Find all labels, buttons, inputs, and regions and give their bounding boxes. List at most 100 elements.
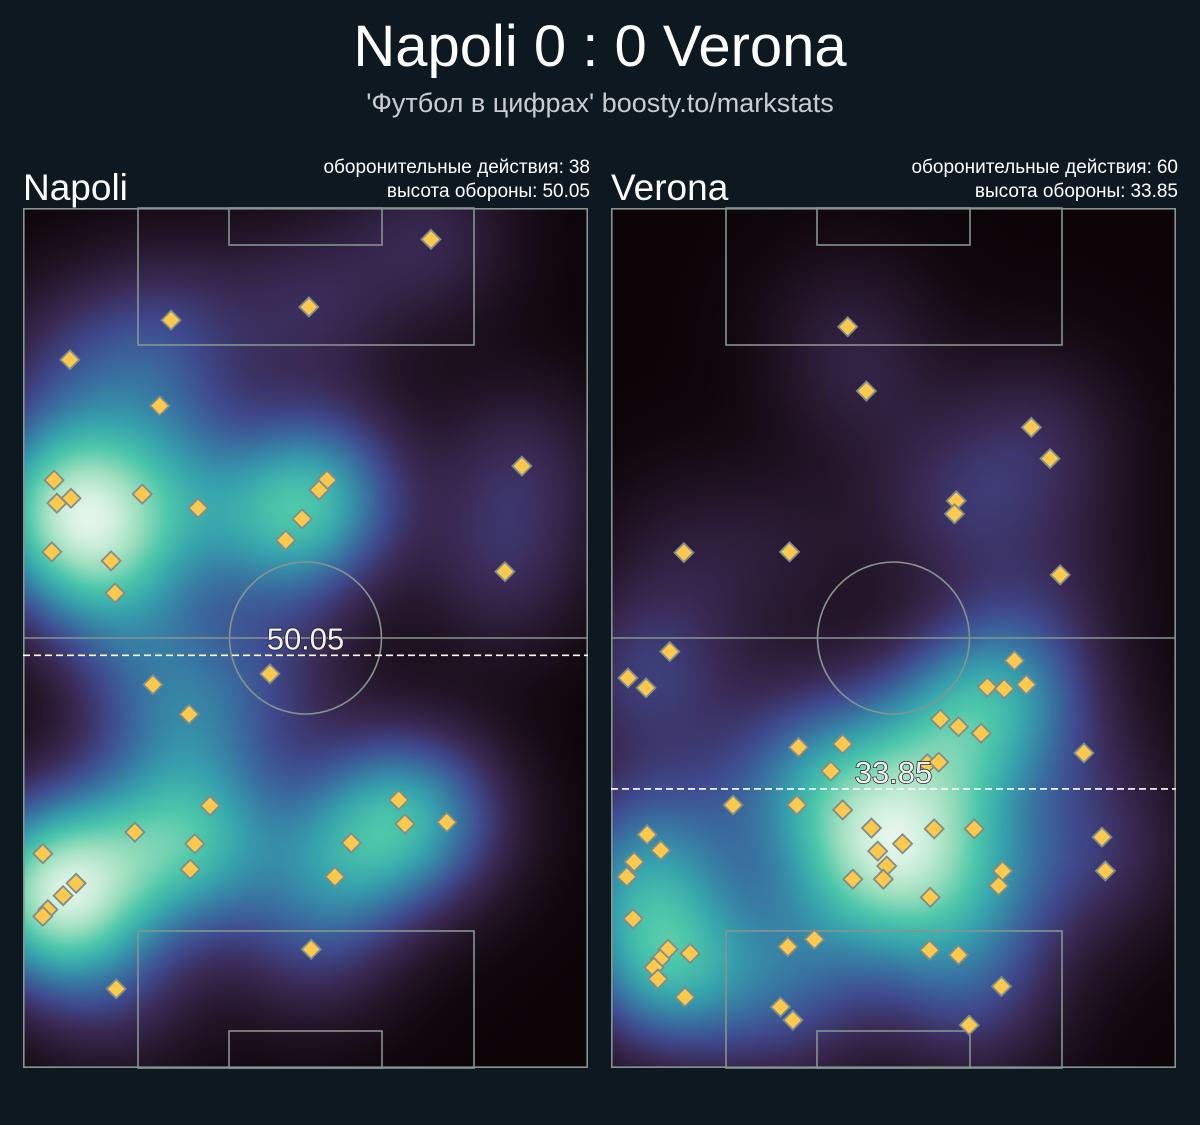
pitch-napoli: 50.05 xyxy=(23,207,589,1069)
defensive-action-marker xyxy=(842,868,864,890)
center-circle xyxy=(228,561,383,715)
defensive-action-marker xyxy=(324,865,346,888)
defensive-action-marker xyxy=(990,975,1013,998)
defensive-action-marker xyxy=(494,560,516,583)
stat-label: оборонительные действия: xyxy=(911,157,1152,178)
defensive-action-marker xyxy=(872,868,895,890)
center-circle xyxy=(816,561,971,715)
defensive-action-marker xyxy=(160,309,182,331)
defensive-action-marker xyxy=(32,842,54,865)
defensive-action-marker xyxy=(787,736,810,759)
pitch-verona: 33.85 xyxy=(611,207,1177,1069)
stat-value: 50.05 xyxy=(542,181,590,202)
defensive-action-marker xyxy=(1091,826,1113,848)
defensive-action-marker xyxy=(43,469,65,491)
defensive-action-marker xyxy=(131,483,153,505)
defensive-action-marker xyxy=(59,348,81,371)
defensive-action-marker xyxy=(387,789,410,811)
defensive-action-marker xyxy=(987,875,1010,897)
defensive-action-marker xyxy=(178,703,200,726)
defensive-action-marker xyxy=(616,865,638,888)
defensive-action-marker xyxy=(976,676,999,698)
defensive-action-marker xyxy=(308,479,330,501)
defensive-action-marker xyxy=(831,733,854,755)
stat-value: 60 xyxy=(1156,157,1178,178)
defensive-action-marker xyxy=(617,667,639,689)
defensive-action-marker xyxy=(782,1009,804,1031)
defensive-action-marker xyxy=(649,839,672,862)
defensive-action-marker xyxy=(927,751,950,773)
defensive-action-marker xyxy=(891,832,914,855)
defensive-action-marker xyxy=(41,541,63,563)
defensive-action-marker xyxy=(820,760,842,782)
panel-napoli: Napoli оборонительные действия: 38 высота… xyxy=(23,150,590,1070)
defensive-action-marker xyxy=(105,978,127,1000)
defensive-action-marker xyxy=(947,944,970,966)
defensive-action-marker xyxy=(958,1014,980,1036)
defensive-action-marker xyxy=(636,823,658,846)
defensive-action-marker xyxy=(511,455,533,477)
defensive-action-marker xyxy=(993,677,1016,700)
defensive-action-marker xyxy=(722,794,744,816)
defensive-action-marker xyxy=(836,315,859,338)
defensive-action-marker xyxy=(918,939,941,961)
stat-value: 33.85 xyxy=(1130,181,1178,202)
defensive-action-marker xyxy=(1020,416,1043,439)
defensive-action-marker xyxy=(1073,742,1095,764)
defensive-action-marker xyxy=(970,722,992,745)
panel-verona: Verona оборонительные действия: 60 высота… xyxy=(611,150,1178,1070)
team-stats: оборонительные действия: 60 высота оборон… xyxy=(911,156,1178,204)
penalty-box-top xyxy=(725,207,1063,346)
defensive-actions-stat: оборонительные действия: 60 xyxy=(911,156,1178,180)
defense-height-label: 50.05 xyxy=(267,621,345,656)
defense-height-stat: высота обороны: 33.85 xyxy=(911,180,1178,204)
defensive-action-marker xyxy=(52,884,74,907)
defense-height-label: 33.85 xyxy=(855,755,933,790)
defensive-action-marker xyxy=(777,936,799,958)
stat-value: 38 xyxy=(568,157,590,178)
defensive-action-marker xyxy=(187,497,209,519)
defensive-action-marker xyxy=(291,508,313,530)
defensive-action-marker xyxy=(1094,860,1117,882)
six-yard-box-bottom xyxy=(816,1030,971,1069)
stat-label: высота обороны: xyxy=(974,181,1126,202)
defensive-action-marker xyxy=(259,663,281,685)
defensive-action-marker xyxy=(104,582,126,604)
defensive-action-marker xyxy=(124,821,146,843)
defensive-action-marker xyxy=(183,832,206,855)
defensive-action-marker xyxy=(658,640,681,663)
stat-label: оборонительные действия: xyxy=(323,157,564,178)
match-title: Napoli 0 : 0 Verona xyxy=(353,14,847,79)
six-yard-box-top xyxy=(228,207,383,246)
defensive-action-marker xyxy=(420,228,442,251)
defensive-action-marker xyxy=(786,794,808,816)
defense-height-stat: высота обороны: 50.05 xyxy=(323,180,590,204)
defensive-action-marker xyxy=(943,503,966,525)
defensive-action-marker xyxy=(1049,564,1071,586)
defensive-action-marker xyxy=(919,886,941,909)
defensive-action-marker xyxy=(679,942,701,965)
defensive-action-marker xyxy=(929,708,952,730)
penalty-box-bottom xyxy=(725,930,1063,1069)
defensive-action-marker xyxy=(635,677,657,699)
defensive-action-marker xyxy=(1039,447,1061,470)
defensive-action-marker xyxy=(866,840,889,862)
defensive-action-marker xyxy=(340,832,363,854)
match-subtitle: 'Футбол в цифрах' boosty.to/markstats xyxy=(366,88,834,118)
defensive-action-marker xyxy=(991,860,1014,882)
defensive-action-marker xyxy=(199,795,221,817)
defensive-action-marker xyxy=(673,541,695,564)
defensive-action-marker xyxy=(298,296,320,318)
team-name: Verona xyxy=(611,167,729,208)
six-yard-box-bottom xyxy=(228,1030,383,1069)
defensive-action-marker xyxy=(300,938,322,961)
defensive-action-marker xyxy=(647,968,669,990)
defensive-action-marker xyxy=(1015,673,1038,696)
defensive-actions-stat: оборонительные действия: 38 xyxy=(323,156,590,180)
pitch-svg: 33.85 xyxy=(611,207,1177,1069)
defensive-action-marker xyxy=(435,811,458,834)
defensive-action-marker xyxy=(923,818,945,840)
defensive-action-marker xyxy=(831,799,854,821)
defensive-action-marker xyxy=(32,905,54,928)
defensive-action-marker xyxy=(769,996,792,1018)
